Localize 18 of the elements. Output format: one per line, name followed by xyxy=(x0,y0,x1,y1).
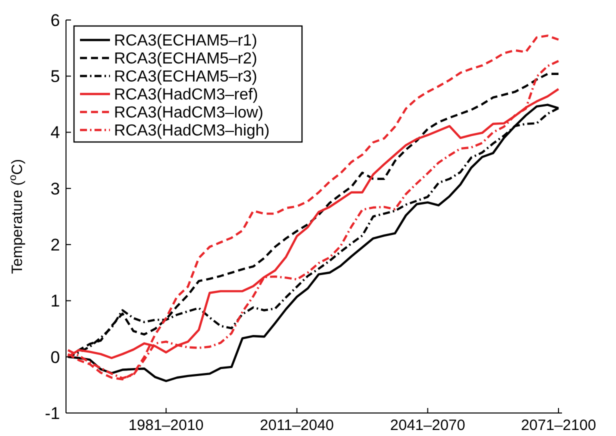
legend-label: RCA3(ECHAM5–r2) xyxy=(114,50,258,68)
y-tick-label: 6 xyxy=(50,10,60,30)
legend-label: RCA3(HadCM3–high) xyxy=(114,122,270,140)
y-tick-label: 5 xyxy=(50,67,60,86)
x-tick-label: 1981–2010 xyxy=(128,417,204,434)
legend-label: RCA3(HadCM3–low) xyxy=(114,104,264,122)
y-tick-label: 0 xyxy=(50,348,60,367)
y-tick-label: 2 xyxy=(50,236,60,255)
x-tick-label: 2011–2040 xyxy=(260,417,334,434)
y-tick-label: -1 xyxy=(44,404,60,423)
y-tick-label: 1 xyxy=(50,292,60,311)
y-tick-label: 4 xyxy=(50,123,60,142)
y-tick-label: 3 xyxy=(50,179,60,198)
legend-label: RCA3(ECHAM5–r3) xyxy=(114,68,258,86)
x-tick-label: 2071–2100 xyxy=(520,417,596,434)
legend-label: RCA3(HadCM3–ref) xyxy=(114,86,258,104)
legend-label: RCA3(ECHAM5–r1) xyxy=(114,32,258,50)
x-tick-label: 2041–2070 xyxy=(390,417,466,434)
